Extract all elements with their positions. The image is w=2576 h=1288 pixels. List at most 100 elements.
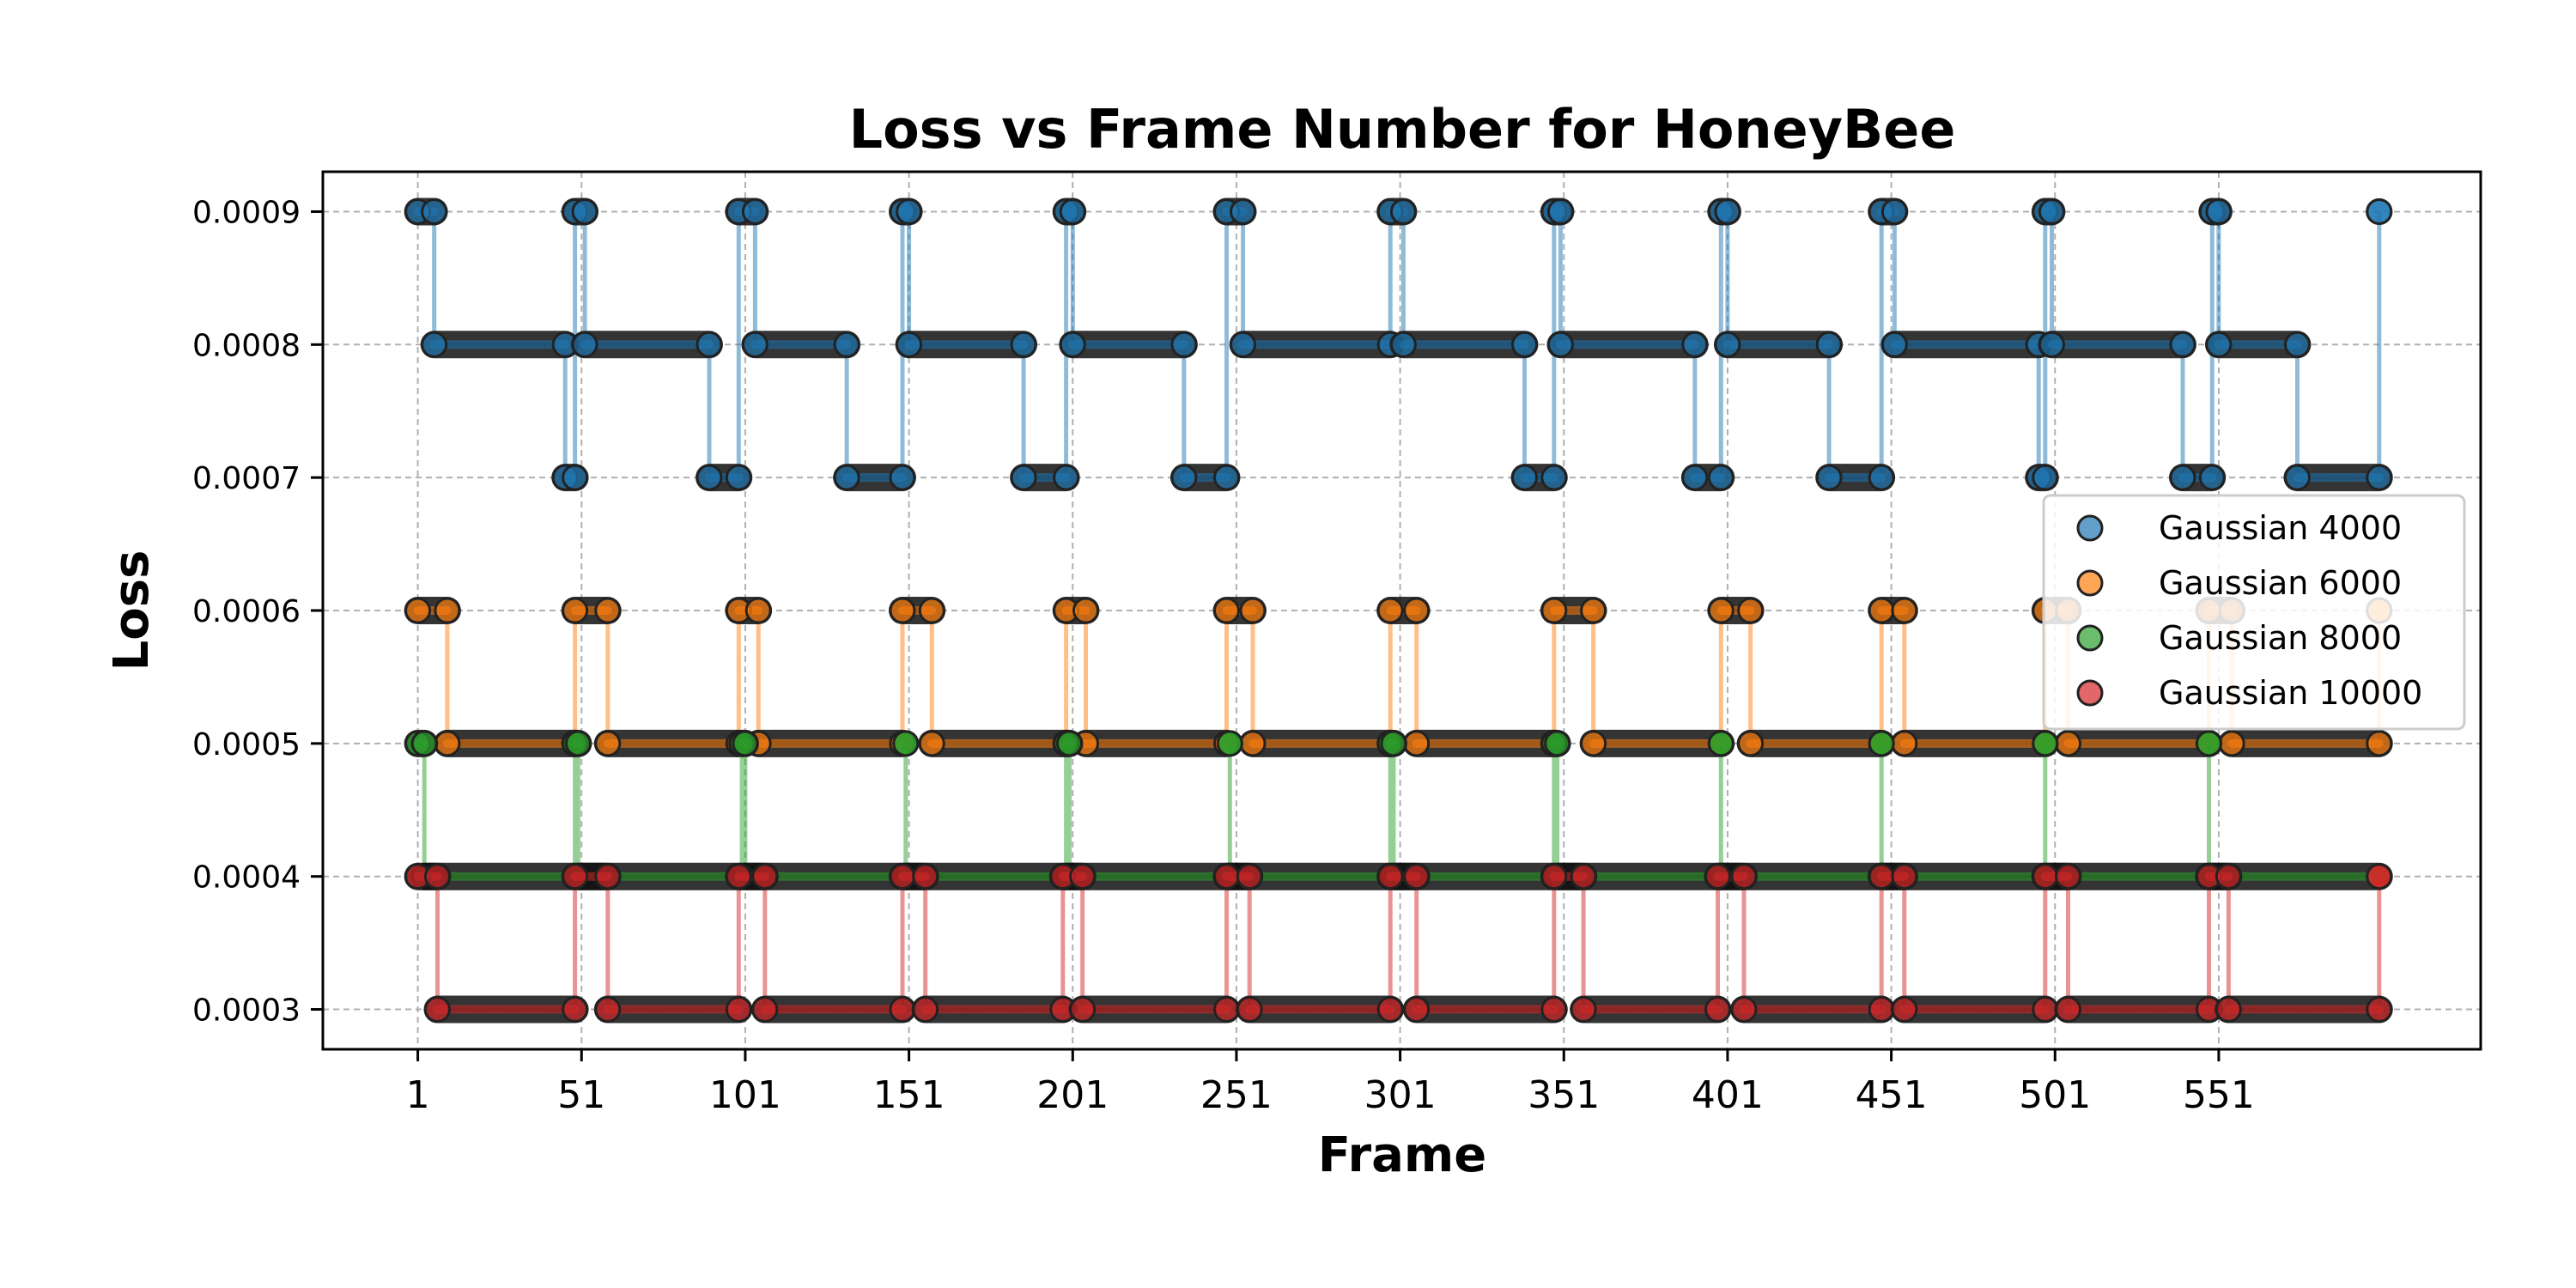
- y-tick-label: 0.0008: [192, 328, 301, 363]
- data-point: [751, 863, 779, 890]
- data-point: [1239, 597, 1267, 624]
- data-point: [1403, 996, 1431, 1024]
- x-tick-label: 151: [873, 1073, 945, 1117]
- data-point: [725, 996, 752, 1024]
- data-point: [1170, 464, 1198, 491]
- x-tick-label: 351: [1528, 1073, 1600, 1117]
- data-point: [2218, 730, 2245, 757]
- data-point: [1059, 331, 1086, 358]
- data-point: [725, 863, 752, 890]
- data-point: [1730, 996, 1758, 1024]
- data-point: [1880, 331, 1908, 358]
- data-point: [1681, 331, 1709, 358]
- series-layer: [404, 197, 2393, 1024]
- legend-marker: [2076, 679, 2104, 707]
- data-point: [1580, 597, 1607, 624]
- chart-title: Loss vs Frame Number for HoneyBee: [849, 98, 1956, 161]
- data-point: [2205, 331, 2233, 358]
- data-point: [1216, 730, 1243, 757]
- data-point: [918, 730, 945, 757]
- data-point: [2283, 331, 2311, 358]
- data-point: [892, 730, 920, 757]
- y-tick-label: 0.0006: [192, 594, 301, 629]
- data-point: [1704, 996, 1731, 1024]
- data-point: [594, 597, 622, 624]
- data-point: [696, 331, 723, 358]
- data-point: [2032, 996, 2059, 1024]
- legend-marker: [2076, 514, 2104, 542]
- legend-box: [2042, 494, 2466, 731]
- data-point: [1707, 597, 1735, 624]
- data-point: [562, 464, 589, 491]
- legend-item-gaussian-6000: Gaussian 6000: [2076, 564, 2402, 602]
- data-point: [2038, 331, 2065, 358]
- data-point: [1053, 464, 1080, 491]
- data-point: [741, 197, 769, 225]
- data-point: [1540, 464, 1568, 491]
- data-point: [1236, 863, 1263, 890]
- x-axis-ticks: 1 51 101 151 201 251 301 351 401 451 501 551: [406, 1049, 2255, 1117]
- legend: Gaussian 4000 Gaussian 6000 Gaussian 8000 G…: [2042, 494, 2466, 731]
- data-point: [833, 464, 860, 491]
- data-point: [741, 331, 769, 358]
- x-tick-label: 501: [2019, 1073, 2091, 1117]
- data-point: [2032, 730, 2059, 757]
- legend-item-gaussian-8000: Gaussian 8000: [2076, 619, 2402, 657]
- data-point: [2366, 863, 2393, 890]
- data-point: [423, 863, 451, 890]
- data-point: [1389, 197, 1417, 225]
- data-point: [912, 863, 939, 890]
- data-point: [2032, 863, 2059, 890]
- x-tick-label: 301: [1364, 1073, 1437, 1117]
- data-point: [833, 331, 860, 358]
- data-point: [751, 996, 779, 1024]
- data-point: [1815, 331, 1843, 358]
- legend-item-gaussian-10000: Gaussian 10000: [2076, 674, 2422, 712]
- data-point: [1868, 464, 1895, 491]
- data-point: [744, 597, 772, 624]
- data-point: [1376, 863, 1404, 890]
- data-point: [410, 730, 438, 757]
- x-tick-label: 51: [557, 1073, 605, 1117]
- series-line: [417, 874, 2382, 1012]
- data-point: [2366, 730, 2393, 757]
- data-point: [1737, 597, 1765, 624]
- data-point: [1055, 730, 1083, 757]
- data-point: [1212, 863, 1240, 890]
- data-point: [562, 863, 589, 890]
- data-point: [889, 996, 916, 1024]
- data-point: [889, 464, 916, 491]
- x-tick-label: 1: [406, 1073, 430, 1117]
- data-point: [896, 197, 923, 225]
- data-point: [1704, 863, 1731, 890]
- legend-marker: [2076, 569, 2104, 597]
- data-point: [889, 863, 916, 890]
- data-point: [1868, 597, 1895, 624]
- data-point: [594, 863, 622, 890]
- data-point: [1570, 863, 1597, 890]
- data-point: [1681, 464, 1709, 491]
- y-tick-label: 0.0007: [192, 461, 301, 496]
- x-tick-label: 401: [1692, 1073, 1764, 1117]
- data-point: [1580, 730, 1607, 757]
- data-point: [2205, 197, 2233, 225]
- data-point: [1815, 464, 1843, 491]
- data-point: [1891, 730, 1918, 757]
- data-point: [1212, 597, 1240, 624]
- data-point: [1546, 331, 1574, 358]
- data-point: [562, 996, 589, 1024]
- data-point: [1376, 597, 1404, 624]
- y-axis-ticks: 0.0003 0.0004 0.0005 0.0006 0.0007 0.0008 0.00…: [192, 195, 323, 1029]
- data-point: [2198, 464, 2226, 491]
- data-point: [2055, 730, 2082, 757]
- data-point: [1403, 730, 1431, 757]
- y-tick-label: 0.0003: [192, 993, 301, 1029]
- legend-label: Gaussian 10000: [2159, 674, 2422, 712]
- data-point: [1737, 730, 1765, 757]
- x-axis-label: Frame: [1318, 1127, 1486, 1183]
- x-tick-label: 451: [1856, 1073, 1928, 1117]
- data-point: [1239, 730, 1267, 757]
- data-point: [421, 331, 448, 358]
- legend-label: Gaussian 6000: [2159, 564, 2402, 602]
- data-point: [1059, 197, 1086, 225]
